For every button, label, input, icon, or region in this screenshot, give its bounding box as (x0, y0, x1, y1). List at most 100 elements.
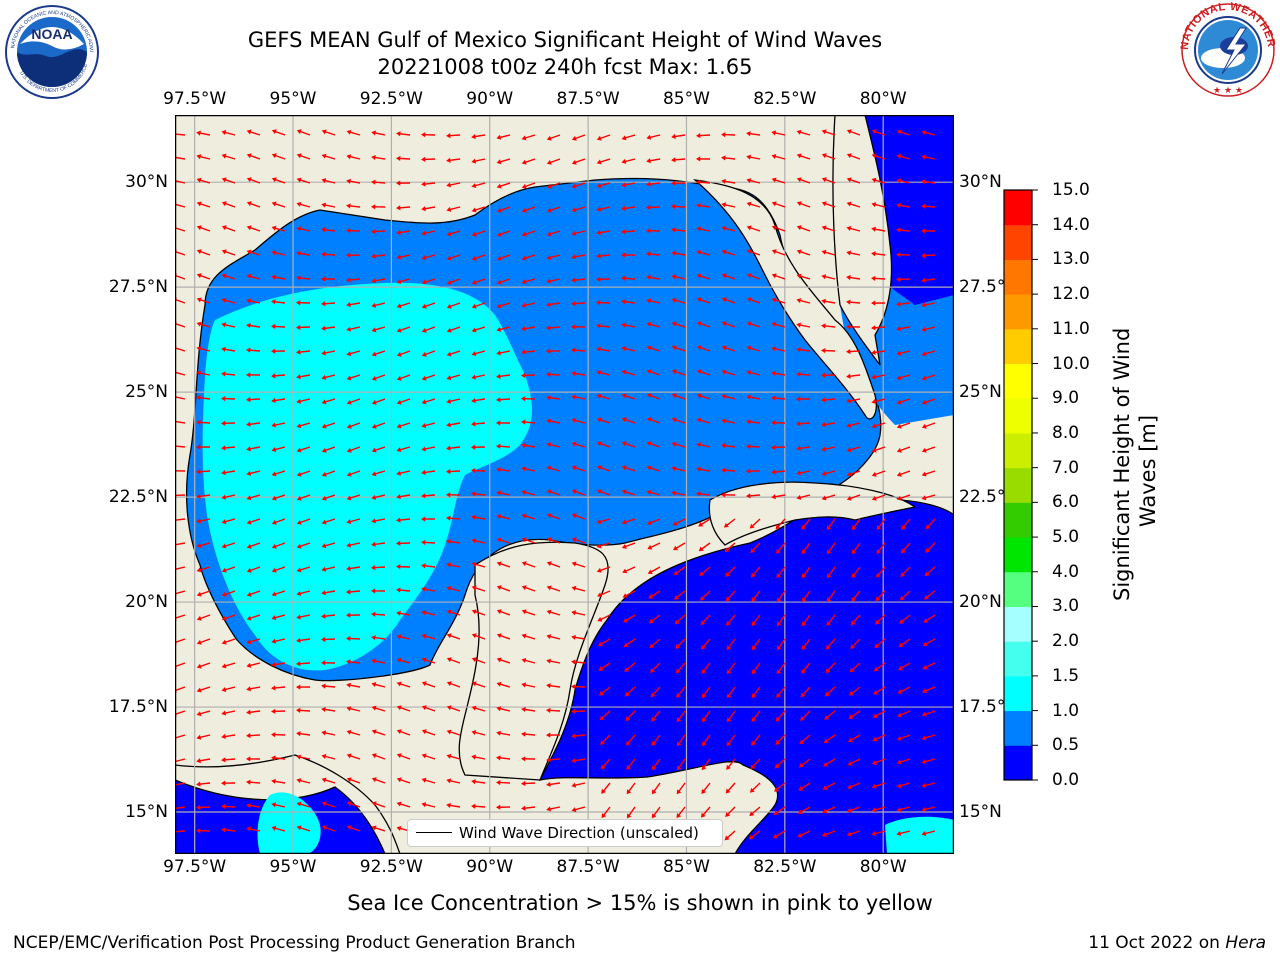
wind-arrow (650, 566, 661, 573)
wind-arrow (751, 806, 761, 815)
wind-arrow-head (771, 444, 776, 450)
wind-arrow-head (346, 825, 352, 831)
wind-arrow-head (321, 202, 326, 208)
wind-arrow-head (346, 277, 351, 283)
wind-arrow-head (446, 657, 452, 663)
wind-arrow-head (924, 571, 930, 577)
wind-arrow-head (896, 495, 902, 501)
wind-arrow-head (496, 279, 502, 285)
wind-arrow-head (521, 731, 526, 737)
wind-arrow (474, 350, 486, 355)
wind-arrow (424, 350, 436, 356)
wind-arrow (824, 251, 836, 256)
wind-arrow (199, 758, 211, 762)
wind-arrow-head (796, 129, 802, 135)
wind-arrow (698, 134, 711, 137)
wind-arrow-head (696, 203, 701, 209)
wind-arrow-head (921, 831, 927, 837)
wind-arrow-head (871, 374, 877, 380)
wind-arrow-head (246, 615, 252, 621)
wind-arrow-head (471, 538, 477, 544)
wind-arrow (649, 323, 661, 328)
wind-arrow (748, 420, 761, 424)
wind-arrow-head (546, 395, 551, 401)
wind-arrow (727, 662, 736, 673)
wind-arrow-head (396, 303, 402, 309)
wind-arrow-head (196, 346, 202, 352)
wind-arrow (249, 300, 261, 304)
wind-arrow (849, 782, 861, 788)
wind-arrow (727, 734, 736, 745)
wind-arrow-head (471, 657, 477, 663)
wind-arrow (727, 758, 736, 768)
wind-arrow (424, 588, 436, 592)
wind-arrow (498, 781, 511, 784)
wind-arrow-head (246, 225, 252, 231)
wind-arrow (548, 373, 561, 376)
wind-arrow-head (672, 521, 678, 526)
wind-arrow-head (296, 324, 301, 330)
wind-arrow-head (546, 255, 552, 260)
wind-arrow (699, 346, 711, 352)
wind-arrow-head (674, 619, 680, 625)
wind-arrow-head (196, 758, 201, 764)
wind-arrow-head (371, 753, 377, 759)
wind-arrow (299, 518, 311, 524)
wind-arrow (849, 154, 861, 160)
colorbar-segment (1004, 606, 1032, 642)
wind-arrow-head (546, 806, 552, 812)
wind-arrow (274, 130, 286, 136)
wind-arrow-head (721, 132, 726, 138)
wind-arrow (852, 614, 861, 624)
wind-arrow-head (196, 711, 202, 717)
wind-arrow (649, 276, 661, 280)
wind-arrow (599, 182, 611, 187)
wind-arrow (499, 278, 511, 284)
wind-arrow-head (775, 740, 781, 746)
wind-arrow (249, 686, 261, 690)
wind-arrow (876, 638, 886, 647)
wind-arrow (474, 516, 486, 520)
wind-arrow (751, 542, 761, 552)
wind-arrow (673, 158, 686, 161)
wind-arrow-head (346, 375, 352, 381)
wind-arrow (474, 563, 486, 568)
wind-arrow (827, 590, 836, 601)
wind-arrow-head (771, 297, 777, 303)
wind-arrow-head (626, 789, 632, 795)
wind-arrow (175, 830, 186, 833)
wind-arrow-head (221, 445, 226, 451)
wind-arrow-head (898, 642, 904, 648)
wind-arrow-head (471, 633, 477, 639)
wind-arrow (374, 470, 386, 475)
wind-arrow-head (196, 493, 201, 499)
wind-arrow (474, 539, 486, 544)
wind-arrow-head (597, 641, 603, 647)
wind-arrow-head (296, 349, 301, 355)
wind-arrow (424, 635, 436, 640)
wind-arrow-head (871, 202, 877, 208)
wind-arrow-head (346, 351, 352, 357)
wind-arrow-head (421, 610, 427, 616)
wind-arrow (802, 566, 811, 577)
wind-arrow-head (776, 597, 782, 603)
wind-arrow (374, 374, 386, 380)
wind-arrow (373, 613, 386, 616)
wind-arrow (524, 182, 536, 188)
wind-arrow-head (296, 684, 301, 690)
wind-arrow-head (371, 423, 377, 429)
wind-arrow-head (721, 467, 726, 473)
wind-arrow (899, 710, 911, 717)
wind-arrow-head (651, 789, 657, 795)
wind-arrow (898, 302, 911, 305)
wind-arrow (777, 662, 786, 673)
wind-arrow (649, 394, 661, 400)
wind-arrow-head (846, 398, 851, 404)
wind-arrow (599, 134, 611, 140)
wind-arrow-head (696, 369, 702, 375)
wind-arrow (649, 518, 661, 524)
wind-arrow (474, 756, 486, 760)
wind-arrow (677, 710, 686, 721)
wind-arrow-head (421, 422, 427, 428)
wind-arrow-head (721, 321, 727, 327)
